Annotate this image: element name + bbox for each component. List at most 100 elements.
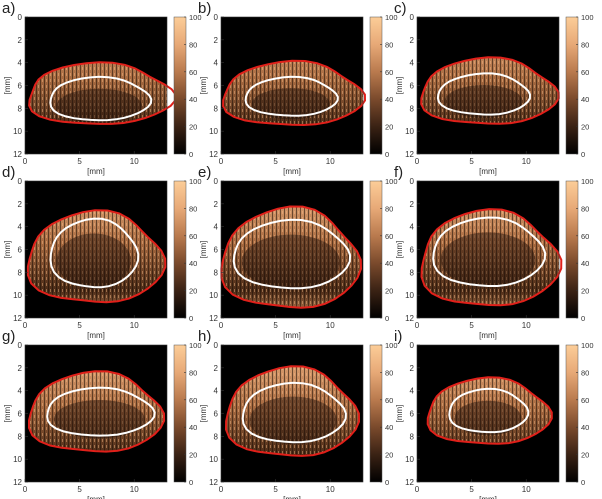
y-tick-label: 2 [18,200,23,209]
x-tick-label: 10 [326,321,335,330]
x-tick-label: 10 [522,485,531,494]
x-tick-label: 5 [77,321,82,330]
inner-contour [49,217,140,289]
x-tick-label: 10 [130,485,139,494]
colorbar-tick-label: 60 [385,68,393,77]
colorbar-tick-label: 20 [189,451,197,460]
y-tick-label: 6 [214,246,219,255]
y-tick-label: 8 [214,432,219,441]
colorbar-tick-label: 100 [189,341,202,350]
colorbar-tick-label: 60 [189,396,197,405]
panel-label: i) [394,328,402,345]
colorbar-tick-label: 100 [189,177,202,186]
y-tick-label: 10 [405,127,414,136]
colorbar-tick-label: 40 [189,95,197,104]
y-axis-label: [mm] [3,405,12,423]
colorbar-tick-label: 40 [385,423,393,432]
inner-contour [232,218,352,290]
y-tick-label: 8 [410,432,415,441]
colorbar-tick-label: 80 [385,40,393,49]
outer-boundary [426,376,553,445]
colorbar-tick-label: 20 [385,287,393,296]
y-tick-label: 8 [214,268,219,277]
inner-contour [448,387,530,434]
y-tick-label: 6 [214,410,219,419]
y-axis-label: [mm] [395,77,404,95]
inner-contour [49,75,153,122]
colorbar-tick-label: 80 [189,368,197,377]
y-tick-label: 6 [410,246,415,255]
inner-contour [46,386,156,437]
colorbar-tick-label: 80 [385,368,393,377]
colorbar-tick-label: 100 [385,341,398,350]
colorbar-tick-label: 40 [581,95,589,104]
y-axis-label: [mm] [3,241,12,259]
colorbar-tick-label: 40 [189,423,197,432]
y-tick-label: 2 [214,364,219,373]
colorbar-tick-label: 80 [385,204,393,213]
y-tick-label: 8 [18,268,23,277]
x-tick-label: 0 [219,157,224,166]
x-tick-label: 0 [219,485,224,494]
y-tick-label: 4 [410,223,415,232]
colorbar-tick-label: 20 [581,123,589,132]
x-tick-label: 5 [77,485,82,494]
y-tick-label: 0 [214,13,219,22]
x-tick-label: 0 [23,157,28,166]
x-tick-label: 0 [415,157,420,166]
y-tick-label: 12 [405,478,414,487]
y-axis-label: [mm] [199,241,208,259]
panel-label: f) [394,164,403,181]
colorbar [565,180,579,319]
outer-boundary [224,365,361,457]
y-tick-label: 6 [18,82,23,91]
y-tick-label: 8 [410,104,415,113]
y-tick-label: 12 [405,314,414,323]
colorbar-tick-label: 80 [581,368,589,377]
y-tick-label: 4 [18,223,23,232]
inner-contour [241,381,347,444]
x-axis-label: [mm] [479,331,497,340]
panel-label: h) [198,328,211,345]
y-tick-label: 0 [214,177,219,186]
colorbar [369,16,383,155]
colorbar-tick-label: 80 [189,204,197,213]
colorbar-tick-label: 0 [581,478,585,487]
x-axis-label: [mm] [87,167,105,176]
x-tick-label: 5 [469,485,474,494]
colorbar-tick-label: 20 [385,123,393,132]
y-tick-label: 10 [405,291,414,300]
colorbar-tick-label: 0 [581,150,585,159]
y-tick-label: 4 [410,387,415,396]
panel-label: b) [198,0,211,17]
colorbar-tick-label: 60 [385,232,393,241]
y-tick-label: 0 [18,341,23,350]
y-tick-label: 12 [13,314,22,323]
y-tick-label: 6 [18,246,23,255]
y-tick-label: 0 [410,177,415,186]
outer-boundary [28,61,177,125]
x-tick-label: 10 [326,485,335,494]
colorbar-tick-label: 60 [189,232,197,241]
x-tick-label: 5 [273,321,278,330]
y-tick-label: 4 [18,59,23,68]
colorbar-tick-label: 100 [581,13,594,22]
y-tick-label: 10 [209,291,218,300]
colorbar [565,16,579,155]
y-tick-label: 0 [410,341,415,350]
colorbar-tick-label: 40 [581,423,589,432]
y-tick-label: 0 [410,13,415,22]
y-tick-label: 12 [209,314,218,323]
y-tick-label: 4 [214,59,219,68]
y-tick-label: 8 [214,104,219,113]
y-axis-label: [mm] [3,77,12,95]
y-tick-label: 4 [410,59,415,68]
outer-boundary [28,370,166,453]
colorbar-tick-label: 100 [581,341,594,350]
y-tick-label: 2 [214,36,219,45]
colorbar-tick-label: 0 [189,478,193,487]
